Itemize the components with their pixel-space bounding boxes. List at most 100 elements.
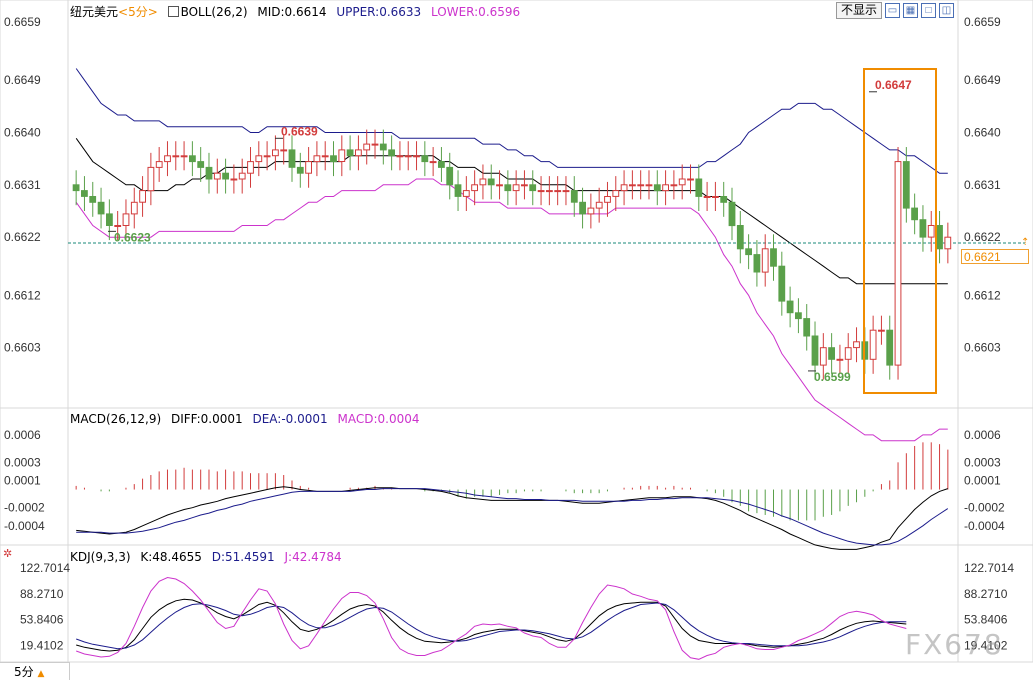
maximize-icon[interactable]: □: [921, 3, 937, 18]
candle-body: [421, 155, 429, 163]
boll-upper-line: [75, 68, 948, 174]
candle-body: [853, 341, 860, 349]
macd-dea-label: DEA:-0.0001: [252, 412, 328, 426]
toolbar: 不显示 ▭ ▦ □ ◫: [836, 2, 955, 19]
candle-body: [662, 184, 670, 192]
candle-body: [687, 178, 694, 181]
candle-body: [911, 207, 919, 221]
candle-body: [81, 190, 88, 197]
y-tick-left-6: 0.6603: [4, 341, 41, 355]
candle-body: [504, 184, 512, 192]
hide-button[interactable]: 不显示: [836, 2, 883, 19]
candle-body: [894, 161, 902, 366]
boll-upper-label: UPPER:0.6633: [336, 5, 422, 19]
grid-icon[interactable]: ▦: [903, 3, 919, 18]
y-tick-left-1: 0.6649: [4, 73, 41, 87]
candle-body: [712, 196, 719, 198]
kdj-y-tick-left-2: 53.8406: [20, 613, 64, 627]
annotation-label: 0.6639: [281, 124, 318, 138]
macd-dea-line: [76, 488, 949, 546]
candle-body: [869, 329, 877, 360]
candle-body: [230, 178, 238, 181]
highlight-box: [863, 68, 937, 394]
period-label: <5分>: [118, 5, 158, 19]
y-tick-right-1: 0.6649: [964, 73, 1001, 87]
kdj-j-line: [76, 576, 907, 660]
kdj-d-line: [76, 602, 907, 650]
candle-body: [753, 254, 761, 273]
candle-body: [595, 201, 603, 209]
period-tab-label: 5分: [14, 665, 34, 679]
candle-body: [72, 184, 80, 192]
candle-body: [122, 213, 130, 226]
candle-body: [479, 178, 487, 186]
macd-y-tick-left-2: 0.0001: [4, 473, 41, 487]
window-icon[interactable]: ▭: [885, 3, 901, 18]
macd-header: MACD(26,12,9) DIFF:0.0001 DEA:-0.0001 MA…: [70, 412, 426, 426]
candle-body: [180, 155, 188, 158]
panel-frame-2: [0, 544, 1033, 663]
kdj-d-label: D:51.4591: [211, 550, 275, 564]
candle-body: [512, 184, 520, 192]
kdj-y-tick-right-2: 53.8406: [964, 613, 1008, 627]
candle-body: [288, 149, 296, 168]
macd-y-tick-left-1: 0.0003: [4, 455, 41, 469]
candle-body: [570, 190, 578, 203]
candle-body: [454, 184, 462, 197]
y-tick-right-4: 0.6622: [964, 230, 1001, 244]
y-tick-right-0: 0.6659: [964, 15, 1001, 29]
macd-y-tick-right-0: 0.0006: [964, 428, 1001, 442]
candle-body: [653, 184, 661, 192]
chart-icon[interactable]: ◫: [939, 3, 955, 18]
candle-body: [114, 225, 122, 227]
candle-body: [836, 358, 844, 361]
current-price-tag: 0.6621: [961, 249, 1029, 264]
main-header: 纽元美元<5分> BOLL(26,2) MID:0.6614 UPPER:0.6…: [70, 3, 526, 20]
settings-icon[interactable]: ✲: [3, 548, 13, 560]
candle-body: [388, 149, 396, 157]
candle-body: [786, 300, 794, 314]
y-tick-right-5: 0.6612: [964, 288, 1001, 302]
candle-body: [438, 161, 445, 168]
kdj-header: KDJ(9,3,3) K:48.4655 D:51.4591 J:42.4784: [70, 550, 348, 564]
candle-body: [404, 155, 412, 158]
candle-body: [537, 190, 545, 193]
candle-body: [819, 347, 827, 366]
candle-body: [645, 184, 653, 187]
candle-body: [579, 201, 587, 215]
macd-y-tick-left-3: -0.0002: [4, 501, 45, 515]
y-tick-left-2: 0.6640: [4, 125, 41, 139]
candle-body: [222, 172, 229, 180]
kdj-y-tick-left-0: 122.7014: [20, 561, 70, 575]
candle-body: [305, 161, 313, 174]
candle-body: [147, 166, 155, 192]
annotation-label: 0.6599: [814, 370, 851, 384]
boll-toggle-icon[interactable]: [167, 6, 179, 17]
kdj-y-tick-right-3: 19.4102: [964, 638, 1008, 652]
boll-mid-label: MID:0.6614: [257, 5, 327, 19]
candle-body: [346, 149, 354, 157]
y-tick-left-4: 0.6622: [4, 230, 41, 244]
kdj-j-label: J:42.4784: [284, 550, 342, 564]
candle-body: [554, 190, 562, 193]
candle-body: [778, 265, 786, 302]
candle-body: [155, 161, 163, 168]
candle-body: [446, 166, 454, 186]
macd-value-label: MACD:0.0004: [337, 412, 420, 426]
candle-body: [521, 184, 528, 187]
kdj-label: KDJ(9,3,3): [70, 550, 131, 564]
macd-y-tick-left-0: 0.0006: [4, 428, 41, 442]
kdj-k-label: K:48.4655: [140, 550, 202, 564]
period-tab[interactable]: 5分 ▲: [0, 662, 70, 680]
y-tick-left-3: 0.6631: [4, 178, 41, 192]
candle-body: [296, 166, 304, 174]
candle-body: [496, 184, 503, 187]
y-tick-right-2: 0.6640: [964, 125, 1001, 139]
candle-body: [886, 329, 894, 366]
y-tick-right-6: 0.6603: [964, 341, 1001, 355]
candle-body: [736, 225, 744, 250]
kdj-y-tick-left-1: 88.2710: [20, 587, 64, 601]
candle-body: [413, 155, 420, 158]
y-tick-right-3: 0.6631: [964, 178, 1001, 192]
